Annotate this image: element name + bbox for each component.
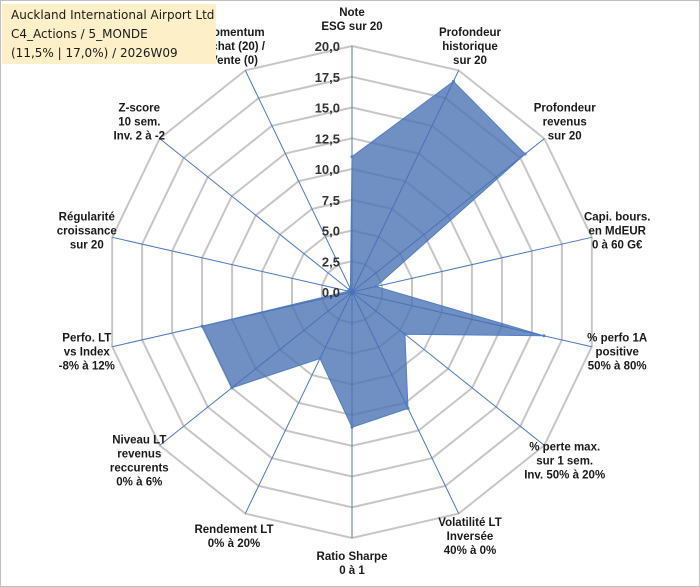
spoke-12: [159, 138, 353, 293]
axis-label-10: Perfo. LT vs Index -8% à 12%: [59, 333, 115, 373]
spoke-3: [351, 236, 592, 293]
axis-label-3-line-2: 0 à 60 G€: [592, 240, 643, 252]
axis-label-8: Rendement LT 0% à 20%: [194, 524, 273, 550]
axis-label-0-line-1: ESG sur 20: [321, 21, 382, 33]
axis-label-1-line-2: sur 20: [453, 55, 487, 67]
axis-label-5-line-0: % perte max.: [529, 442, 600, 454]
axis-label-9: Niveau LT revenus reccurents 0% à 6%: [110, 435, 169, 489]
axis-label-4: % perfo 1A positive 50% à 80%: [587, 333, 647, 373]
axis-label-5: % perte max. sur 1 sem. Inv. 50% à 20%: [524, 442, 605, 482]
axis-label-12-line-0: Z-score: [119, 102, 161, 114]
axis-label-3-line-1: en MdEUR: [588, 226, 646, 238]
data-point-0: [350, 155, 354, 159]
axis-label-2-line-0: Profondeur: [534, 102, 596, 114]
axis-label-10-line-0: Perfo. LT: [62, 333, 111, 345]
axis-label-6-line-2: 40% à 0%: [444, 545, 496, 557]
tick-label-1: 2,5: [322, 254, 340, 269]
data-point-10: [200, 324, 204, 328]
data-point-2: [523, 152, 527, 156]
axis-label-6: Volatilité LT Inversée 40% à 0%: [438, 517, 501, 557]
axis-label-3: Capi. bours. en MdEUR 0 à 60 G€: [584, 212, 650, 252]
axis-label-7-line-1: 0 à 1: [339, 565, 365, 577]
tick-label-5: 12,5: [315, 131, 340, 146]
series-area-0: [201, 80, 545, 428]
axis-label-2: Profondeur revenus sur 20: [534, 102, 596, 142]
axis-label-11-line-2: sur 20: [70, 240, 104, 252]
axis-label-7-line-0: Ratio Sharpe: [317, 551, 388, 563]
axis-label-0: Note ESG sur 20: [321, 7, 382, 33]
chart-title: Auckland International Airport Ltd: [11, 8, 215, 22]
axis-label-13-line-0: Momentum: [203, 27, 264, 39]
tick-label-2: 5,0: [322, 224, 340, 239]
axis-label-5-line-1: sur 1 sem.: [536, 456, 593, 468]
axis-label-9-line-0: Niveau LT: [112, 435, 166, 447]
tick-label-4: 10,0: [315, 162, 340, 177]
axis-label-1: Profondeur historique sur 20: [439, 27, 501, 67]
radial-tick-labels: 0,0 2,5 5,0 7,5 10,0 12,5 15,0 17,5 20,0: [315, 39, 340, 300]
data-point-9: [230, 386, 234, 390]
tick-label-0: 0,0: [322, 285, 340, 300]
data-point-1: [451, 79, 455, 83]
axis-label-4-line-1: positive: [595, 347, 638, 359]
data-point-7: [350, 425, 354, 429]
axis-label-13-line-2: Vente (0): [210, 55, 258, 67]
axis-label-7: Ratio Sharpe 0 à 1: [317, 551, 388, 577]
axis-label-8-line-1: 0% à 20%: [208, 538, 260, 550]
axis-label-11-line-0: Régularité: [59, 212, 115, 224]
axis-label-2-line-1: revenus: [543, 116, 587, 128]
tick-label-8: 20,0: [315, 39, 340, 54]
chart-period: (11,5% | 17,0%) / 2026W09: [11, 46, 178, 60]
tick-label-6: 15,0: [315, 101, 340, 116]
axis-label-1-line-0: Profondeur: [439, 27, 501, 39]
chart-subtitle: C4_Actions / 5_MONDE: [11, 27, 148, 41]
axis-label-10-line-2: -8% à 12%: [59, 361, 115, 373]
axis-label-0-line-0: Note: [339, 7, 365, 19]
axis-label-8-line-0: Rendement LT: [194, 524, 273, 536]
axis-label-4-line-0: % perfo 1A: [587, 333, 647, 345]
axis-label-13-line-1: Achat (20) /: [203, 41, 266, 53]
axis-label-1-line-1: historique: [442, 41, 498, 53]
title-box: Auckland International Airport Ltd C4_Ac…: [2, 4, 216, 64]
axis-labels: Note ESG sur 20 Profondeur historique sur 20…: [57, 7, 651, 577]
axis-label-12-line-2: Inv. 2 à -2: [114, 130, 166, 142]
axis-label-13: Momentum Achat (20) / Vente (0): [203, 27, 266, 67]
axis-label-4-line-2: 50% à 80%: [588, 361, 647, 373]
axis-label-5-line-2: Inv. 50% à 20%: [524, 470, 605, 482]
tick-label-7: 17,5: [315, 70, 340, 85]
data-point-5: [403, 332, 407, 336]
spoke-13: [244, 70, 353, 293]
data-point-13: [348, 287, 352, 291]
axis-label-12-line-1: 10 sem.: [118, 116, 160, 128]
axis-label-9-line-1: revenus: [117, 449, 161, 461]
axis-label-6-line-1: Inversée: [447, 531, 494, 543]
axis-label-2-line-2: sur 20: [548, 130, 582, 142]
spoke-11: [112, 236, 353, 293]
axis-label-6-line-0: Volatilité LT: [438, 517, 501, 529]
axis-label-9-line-2: reccurents: [110, 463, 169, 475]
axis-label-11-line-1: croissance: [57, 226, 117, 238]
axis-label-9-line-3: 0% à 6%: [116, 477, 162, 489]
data-point-8: [318, 357, 322, 360]
data-point-4: [542, 334, 546, 338]
axis-label-12: Z-score 10 sem. Inv. 2 à -2: [114, 102, 166, 142]
radar-series: [200, 79, 546, 429]
axis-label-3-line-0: Capi. bours.: [584, 212, 650, 224]
axis-label-10-line-1: vs Index: [64, 347, 111, 359]
data-point-3: [374, 285, 378, 288]
data-point-6: [406, 406, 410, 410]
axis-label-11: Régularité croissance sur 20: [57, 212, 117, 252]
tick-label-3: 7,5: [322, 193, 340, 208]
